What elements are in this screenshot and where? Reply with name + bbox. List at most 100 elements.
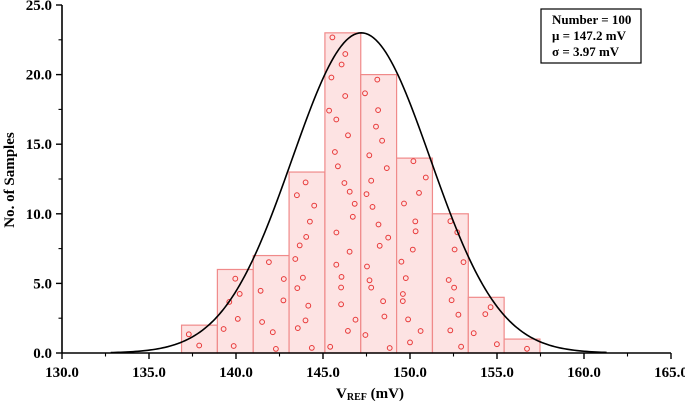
sample-point [338,61,345,68]
sample-point [494,341,500,348]
sample-point [417,328,424,334]
sample-point [399,298,406,305]
sample-point [364,263,370,270]
sample-point [185,331,192,338]
sample-point [405,316,412,323]
sample-point [220,326,227,332]
sample-point [327,343,334,350]
y-tick-label: 15.0 [26,137,52,153]
sample-point [379,137,386,144]
sample-point [333,261,340,268]
sample-point [448,297,455,304]
sample-point [294,285,301,292]
sample-point [332,149,338,155]
histogram-bar [288,171,326,354]
statistics-box: Number = 100 μ = 147.2 mV σ = 3.97 mV [540,8,642,64]
gaussian-fit-curve [110,32,607,354]
sample-point [376,242,383,249]
sample-point [447,327,454,334]
sample-point [259,319,266,325]
sample-point [226,299,233,305]
x-axis-ticks: 130.0 135.0 140.0 145.0 150.0 155.0 160.0 165.0 [45,353,685,381]
sample-point [458,343,465,350]
sample-point [412,228,419,235]
x-axis-title: VREF (mV) [336,386,404,403]
sample-point [362,332,369,338]
x-tick-label: 150.0 [393,365,427,381]
sample-point [402,275,409,282]
sample-point [280,297,287,304]
sample-point [351,200,358,207]
sample-point [460,259,467,266]
sample-point [422,174,429,181]
sample-point [375,107,382,113]
sample-point [341,180,348,186]
sample-point [368,177,375,184]
statistics-box-frame [540,8,642,64]
sample-point [329,34,336,41]
sample-point [303,234,310,240]
sample-point [294,192,300,199]
sample-point [383,165,390,172]
sample-point [335,163,341,170]
sample-point [338,274,345,280]
sample-point [273,346,279,352]
sample-point [305,302,312,309]
sample-point [451,284,458,291]
sample-point [232,275,239,282]
sample-point [349,213,356,220]
y-axis-ticks: 0.0 5.0 10.0 15.0 20.0 25.0 [26,0,62,362]
x-axis-title-subscript: REF [347,392,367,403]
sample-point [368,284,375,291]
sample-point [338,301,345,308]
sample-point [363,191,370,198]
sample-point [311,202,318,209]
histogram-bar [360,73,398,354]
y-tick-label: 0.0 [33,346,52,362]
sample-point [524,345,530,352]
sample-point [230,343,237,349]
y-axis-title: No. of Samples [2,132,18,228]
sample-point [445,277,452,283]
sample-point [487,304,494,311]
sample-point [366,152,373,159]
x-tick-label: 160.0 [567,365,601,381]
sample-point [302,317,309,324]
sample-point [345,132,351,139]
sample-point [410,158,417,165]
sample-point [409,246,416,253]
y-tick-label: 25.0 [26,0,52,14]
sample-point [342,93,349,99]
sample-point [366,277,373,284]
sample-point [373,123,379,130]
sample-point [451,246,458,253]
histogram-bar [396,157,434,354]
sample-point [346,248,353,255]
sample-point [385,234,392,241]
histogram-bar [216,268,254,354]
histogram-bars [180,32,541,354]
sample-point [346,188,353,195]
sample-point [296,242,303,249]
sample-point [307,218,313,225]
sample-point [407,339,413,346]
sample-point [196,342,203,349]
sample-point [280,276,287,282]
x-axis-title-unit: (mV) [367,386,404,402]
sample-point [292,256,299,262]
x-axis-title-main: V [336,386,347,402]
y-tick-label: 5.0 [33,276,52,292]
sample-point [401,200,407,207]
sample-point [234,316,241,322]
sample-point [266,259,272,266]
stats-mean: μ = 147.2 mV [552,28,627,43]
sample-point [236,291,243,297]
sample-point [333,229,340,236]
y-tick-label: 10.0 [26,207,52,223]
sample-point [386,345,393,351]
sample-point [380,298,387,305]
sample-point [400,291,406,297]
sample-point [338,284,345,291]
